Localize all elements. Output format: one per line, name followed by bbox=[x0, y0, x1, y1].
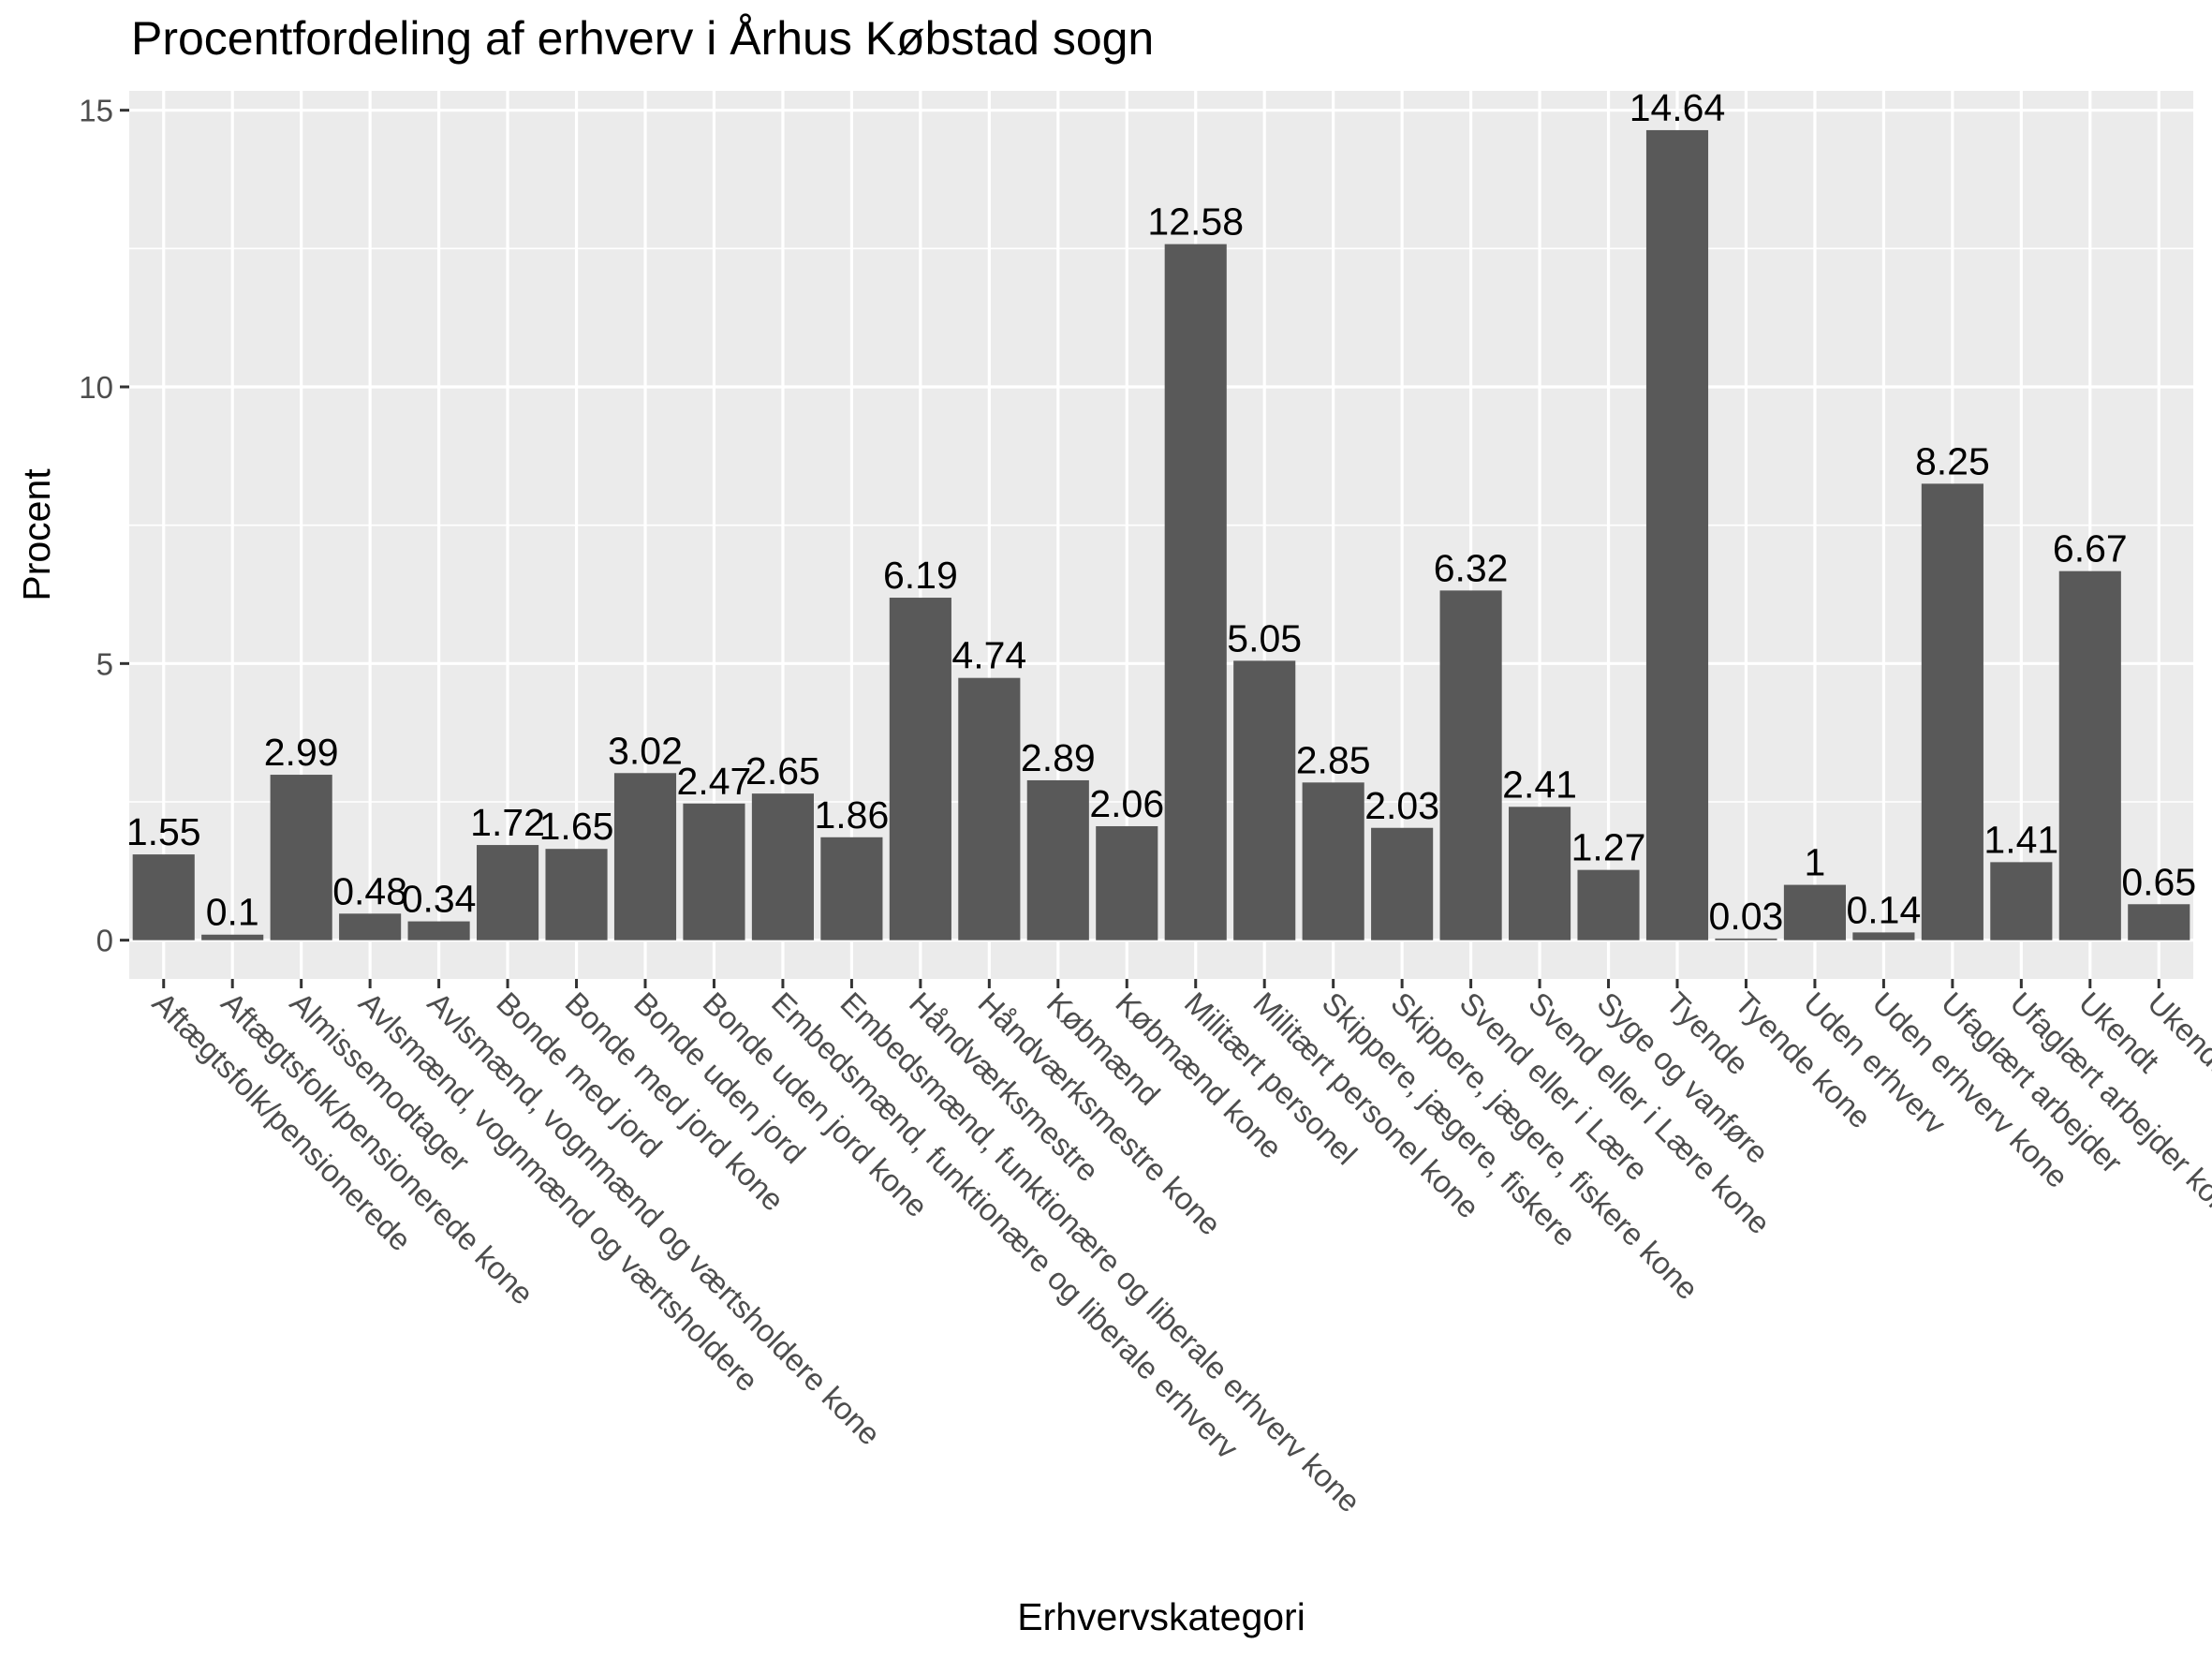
bar bbox=[820, 837, 883, 941]
bar bbox=[1509, 807, 1571, 941]
bar bbox=[545, 849, 608, 941]
data-label: 1.41 bbox=[1983, 818, 2058, 861]
bars bbox=[132, 129, 2190, 941]
x-axis: Aftægtsfolk/pensioneredeAftægtsfolk/pens… bbox=[146, 979, 2212, 1518]
data-labels: 1.550.12.990.480.341.721.653.022.472.651… bbox=[126, 86, 2196, 938]
major-gridlines-y bbox=[129, 109, 2193, 942]
data-label: 1.55 bbox=[126, 810, 201, 853]
data-label: 2.06 bbox=[1089, 782, 1164, 825]
y-tick-label: 10 bbox=[79, 370, 113, 405]
y-axis: 0 5 10 15 bbox=[79, 94, 129, 958]
bar bbox=[958, 677, 1021, 941]
bar bbox=[683, 803, 745, 941]
data-label: 2.03 bbox=[1364, 784, 1439, 827]
bar bbox=[1783, 884, 1846, 941]
data-label: 6.32 bbox=[1434, 546, 1509, 589]
bar bbox=[339, 913, 402, 941]
data-label: 0.34 bbox=[402, 878, 477, 921]
data-label: 0.14 bbox=[1846, 888, 1921, 931]
bar bbox=[1026, 779, 1089, 941]
data-label: 8.25 bbox=[1915, 439, 1990, 482]
bar bbox=[1990, 862, 2053, 941]
data-label: 6.19 bbox=[883, 554, 958, 597]
data-label: 2.41 bbox=[1502, 763, 1577, 806]
bar bbox=[1371, 827, 1434, 941]
data-label: 3.02 bbox=[608, 729, 683, 772]
data-label: 14.64 bbox=[1630, 86, 1726, 129]
data-label: 2.89 bbox=[1021, 736, 1096, 779]
bar bbox=[1715, 938, 1777, 941]
bar bbox=[1096, 825, 1158, 941]
bar bbox=[1164, 244, 1227, 941]
data-label: 2.65 bbox=[745, 749, 820, 792]
data-label: 0.65 bbox=[2121, 860, 2196, 903]
data-label: 1.65 bbox=[539, 805, 614, 848]
data-label: 0.1 bbox=[206, 891, 259, 934]
bar bbox=[1302, 782, 1364, 941]
bar bbox=[132, 854, 195, 941]
bar bbox=[1852, 932, 1915, 941]
bar bbox=[1645, 129, 1709, 941]
data-label: 6.67 bbox=[2053, 527, 2128, 570]
bar bbox=[751, 793, 814, 941]
data-label: 2.99 bbox=[264, 731, 339, 774]
data-label: 2.47 bbox=[677, 760, 752, 803]
bar bbox=[270, 775, 332, 941]
chart-title: Procentfordeling af erhverv i Århus Købs… bbox=[131, 12, 1154, 65]
x-axis-title: Erhvervskategori bbox=[1017, 1595, 1305, 1638]
bar bbox=[1577, 869, 1640, 941]
bar bbox=[1921, 483, 1983, 941]
data-label: 1.27 bbox=[1571, 826, 1646, 869]
bar bbox=[613, 773, 677, 941]
data-label: 2.85 bbox=[1296, 738, 1371, 781]
data-label: 0.03 bbox=[1709, 895, 1784, 938]
bar bbox=[407, 921, 470, 941]
data-label: 1.86 bbox=[814, 793, 889, 837]
y-tick-label: 0 bbox=[96, 924, 113, 958]
bar bbox=[1439, 590, 1502, 941]
bar bbox=[477, 845, 539, 941]
data-label: 0.48 bbox=[332, 869, 407, 912]
y-axis-title: Procent bbox=[15, 468, 58, 601]
data-label: 1 bbox=[1805, 841, 1826, 884]
minor-gridlines bbox=[129, 247, 2193, 803]
bar bbox=[889, 598, 951, 941]
bar bbox=[2058, 570, 2121, 941]
y-tick-label: 5 bbox=[96, 646, 113, 681]
data-label: 1.72 bbox=[470, 801, 545, 844]
data-label: 4.74 bbox=[951, 634, 1026, 677]
y-tick-label: 15 bbox=[79, 94, 113, 128]
bar bbox=[201, 934, 264, 941]
bar bbox=[1233, 660, 1296, 941]
data-label: 12.58 bbox=[1147, 200, 1244, 244]
bar bbox=[2128, 904, 2190, 941]
data-label: 5.05 bbox=[1227, 616, 1302, 659]
plot-panel bbox=[129, 91, 2193, 979]
